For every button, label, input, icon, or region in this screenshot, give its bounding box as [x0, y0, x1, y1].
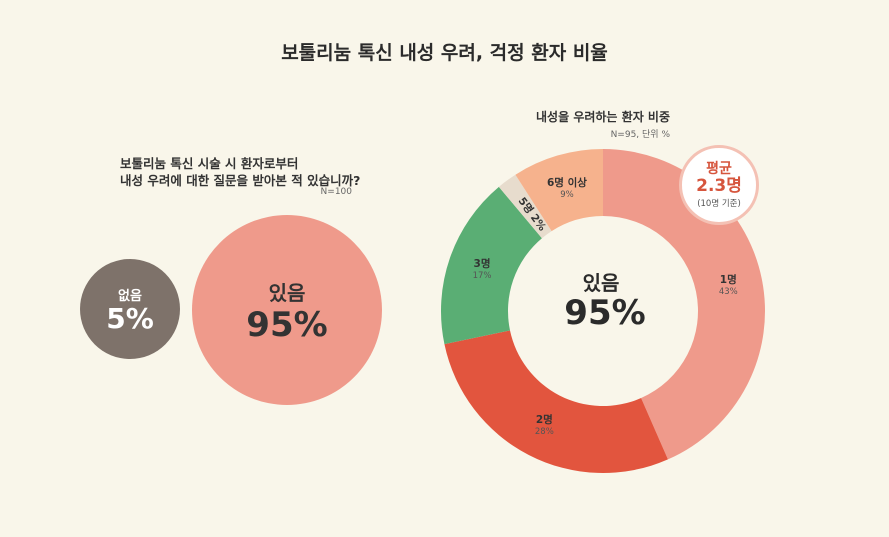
- donut-segment-2: [444, 330, 668, 474]
- donut-label-6-plus: 6명 이상: [547, 176, 587, 189]
- donut-segment-6-plus: [515, 149, 603, 232]
- donut-label-2: 2명: [536, 413, 553, 426]
- bubble-yes: 있음 95%: [192, 215, 382, 405]
- donut-center-value: 95%: [564, 293, 645, 333]
- bubble-yes-label: 있음: [268, 280, 306, 305]
- donut-label-1: 1명: [720, 273, 737, 286]
- question-line-2: 내성 우려에 대한 질문을 받아본 적 있습니까?: [120, 173, 361, 188]
- donut-center-label: 있음: [583, 271, 620, 295]
- page-title: 보툴리눔 톡신 내성 우려, 걱정 환자 비율: [281, 42, 608, 64]
- bubble-no: 없음 5%: [80, 259, 180, 359]
- donut-segment-3: [440, 186, 542, 345]
- bubble-no-label: 없음: [118, 288, 142, 304]
- donut-segment-5: [498, 174, 552, 239]
- donut-label-3: 3명: [474, 257, 491, 270]
- average-note: (10명 기준): [697, 199, 741, 209]
- question-line-1: 보툴리눔 톡신 시술 시 환자로부터: [120, 156, 299, 171]
- donut-value-2: 28%: [535, 427, 554, 437]
- donut-value-3: 17%: [473, 271, 492, 281]
- donut-header: 내성을 우려하는 환자 비중 N=95, 단위 %: [500, 108, 670, 140]
- bubble-yes-value: 95%: [246, 304, 328, 345]
- average-label: 평균: [706, 161, 732, 177]
- question-block: 보툴리눔 톡신 시술 시 환자로부터 내성 우려에 대한 질문을 받아본 적 있…: [120, 155, 380, 197]
- average-badge: 평균 2.3명 (10명 기준): [679, 145, 759, 225]
- donut-title: 내성을 우려하는 환자 비중: [536, 110, 670, 124]
- average-value: 2.3명: [696, 176, 742, 196]
- donut-value-6-plus: 9%: [560, 190, 574, 200]
- sample-size-note: N=100: [320, 187, 352, 197]
- donut-value-1: 43%: [719, 287, 738, 297]
- bubble-no-value: 5%: [106, 301, 154, 335]
- donut-segment-1: [603, 149, 766, 460]
- donut-note: N=95, 단위 %: [610, 130, 670, 140]
